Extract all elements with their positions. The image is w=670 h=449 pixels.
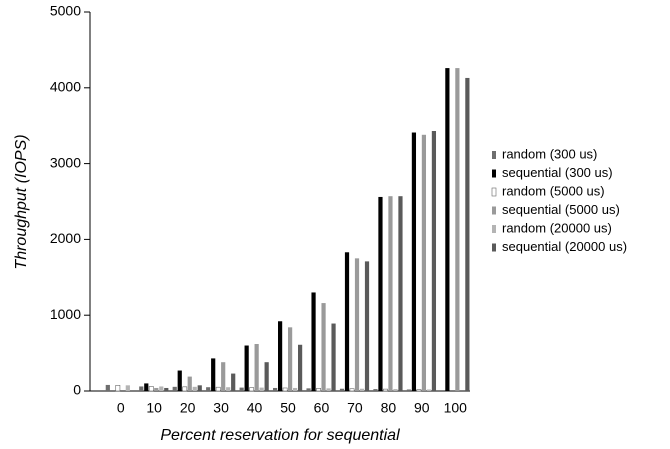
bar [273,387,278,391]
y-tick-label: 2000 [50,230,81,246]
bar [215,386,221,392]
bar [354,258,360,391]
bar [383,388,388,392]
bar [239,387,244,391]
x-tick-label: 20 [180,400,196,416]
bar [172,386,177,391]
bar [293,387,298,391]
bar [311,292,316,391]
bar [321,303,326,391]
legend-swatch [492,243,496,252]
x-tick-label: 50 [280,400,296,416]
bar [244,345,249,391]
bar [148,386,154,392]
legend-swatch [492,206,496,215]
bar [278,321,283,391]
bar [316,388,321,392]
bar [197,385,202,391]
bar [192,386,197,391]
x-tick-label: 10 [146,400,162,416]
bar [264,362,269,391]
legend-text: sequential (300 us) [502,165,613,180]
bar [159,386,164,391]
bar [465,77,470,392]
x-tick-label: 60 [314,400,330,416]
y-tick-label: 5000 [50,3,81,19]
x-tick-label: 90 [414,400,430,416]
x-tick-label: 100 [444,400,468,416]
legend-text: random (300 us) [502,146,597,161]
bar [226,387,231,391]
bar [288,327,293,391]
bar [144,383,149,391]
bar [406,389,412,391]
bar [306,388,311,391]
y-axis-title: Throughput (IOPS) [13,134,30,269]
legend-text: sequential (20000 us) [502,239,627,254]
y-tick-label: 0 [73,382,81,398]
bar [105,384,110,391]
bar [115,385,121,392]
bar [182,386,188,392]
bar [206,387,211,391]
x-tick-label: 80 [381,400,397,416]
bar [349,388,355,392]
bar [282,387,288,392]
bar [125,385,130,391]
bar [249,387,255,392]
bar [187,376,192,391]
bar [298,344,303,391]
x-axis-title: Percent reservation for sequential [160,427,400,444]
bar [254,344,259,391]
bar [388,196,393,391]
bar [431,131,437,392]
bar [398,196,403,391]
bar [331,323,336,391]
bar [411,132,417,391]
bar [231,373,236,391]
bar [339,388,345,391]
legend-swatch [492,169,496,178]
y-tick-label: 1000 [50,306,81,322]
x-tick-label: 0 [117,400,125,416]
bar [393,389,398,391]
legend-text: random (5000 us) [502,183,605,198]
legend-text: sequential (5000 us) [502,202,620,217]
bar [426,389,432,391]
bar [344,252,350,391]
x-tick-label: 30 [213,400,229,416]
bar [154,387,159,391]
bar [364,261,370,391]
legend-swatch [492,151,496,159]
bar [211,358,216,391]
legend-swatch [492,225,496,233]
bar [326,388,331,391]
bar [373,389,378,391]
bar [259,387,264,391]
bar [445,68,450,391]
bar [139,386,144,391]
x-tick-label: 70 [347,400,363,416]
legend-text: random (20000 us) [502,220,612,235]
y-tick-label: 4000 [50,79,81,95]
x-tick-label: 40 [247,400,263,416]
bar [455,68,460,391]
y-tick-label: 3000 [50,154,81,170]
bar [421,134,427,391]
bar [378,196,383,391]
bar [359,388,365,391]
bar [177,370,182,391]
bar [416,389,422,392]
bar [164,387,169,391]
bar [221,362,226,391]
legend-swatch [491,187,497,197]
